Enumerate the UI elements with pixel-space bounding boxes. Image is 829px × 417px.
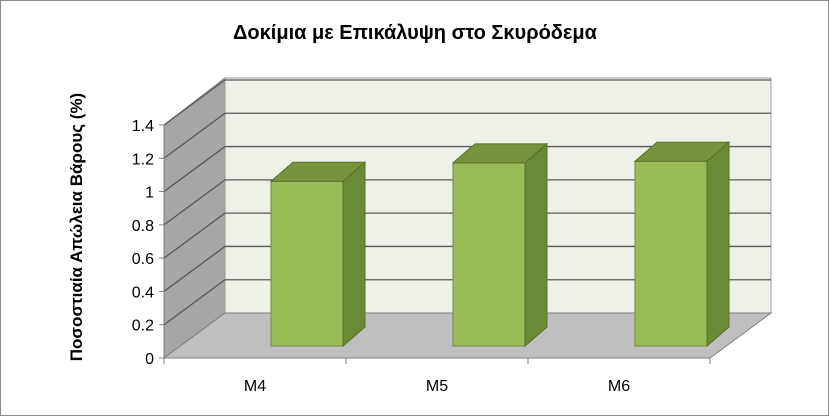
y-tick-label: 1 bbox=[145, 185, 154, 202]
gridline bbox=[163, 112, 771, 159]
gridline bbox=[163, 179, 771, 226]
y-tick-label: 1.2 bbox=[132, 151, 154, 168]
gridlines bbox=[163, 79, 771, 326]
x-tick-label: M6 bbox=[608, 378, 630, 395]
bar-side-m6 bbox=[706, 141, 730, 348]
chart-title: Δοκίμια με Επικάλυψη στο Σκυρόδεμα bbox=[233, 22, 598, 44]
gridline bbox=[163, 79, 771, 126]
bar-m6 bbox=[634, 160, 708, 347]
bar-top-m6 bbox=[633, 141, 731, 162]
bar-top-m5 bbox=[451, 143, 549, 164]
bar-m5 bbox=[452, 162, 526, 347]
y-tick-label: 0.4 bbox=[132, 284, 154, 301]
y-tick-label: 0.2 bbox=[132, 318, 154, 335]
gridline bbox=[163, 245, 771, 292]
y-ticks: 0 0.2 0.4 0.6 0.8 1 1.2 1.4 bbox=[132, 118, 164, 368]
y-tick-label: 0.8 bbox=[132, 218, 154, 235]
y-tick-label: 0 bbox=[145, 351, 154, 368]
bars bbox=[269, 141, 731, 348]
x-tick-label: M4 bbox=[244, 378, 266, 395]
y-tick-label: 0.6 bbox=[132, 251, 154, 268]
gridline bbox=[163, 212, 771, 259]
bar-side-m5 bbox=[524, 142, 548, 348]
y-tick-label: 1.4 bbox=[132, 118, 154, 135]
x-ticks: M4 M5 M6 bbox=[163, 358, 711, 395]
bar-m4 bbox=[270, 180, 344, 347]
bar-top-m4 bbox=[269, 161, 367, 182]
gridline bbox=[163, 279, 771, 326]
bar-side-m4 bbox=[342, 161, 366, 348]
y-axis-label: Ποσοστιαία Απώλεια Βάρους (%) bbox=[67, 93, 86, 361]
gridline bbox=[163, 145, 771, 193]
x-tick-label: M5 bbox=[426, 378, 448, 395]
